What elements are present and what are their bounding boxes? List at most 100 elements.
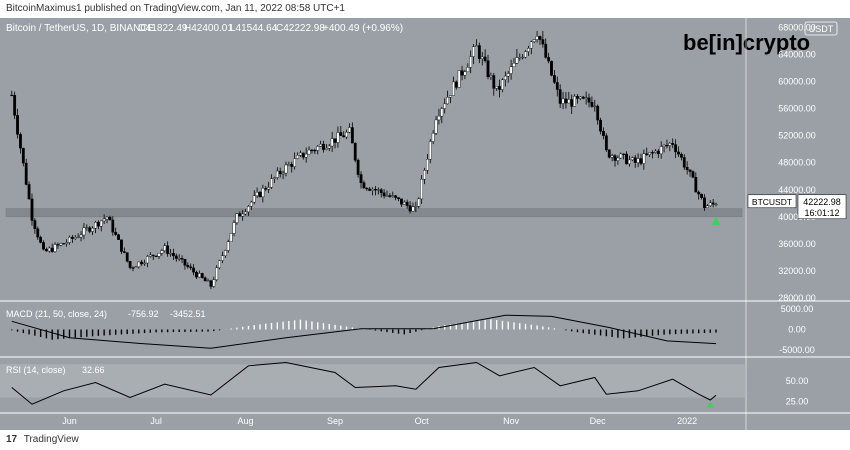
candle-body [457, 70, 461, 88]
candle-body [42, 242, 45, 250]
candle-body [39, 236, 43, 243]
candlesticks [10, 30, 721, 290]
candle-body [368, 188, 372, 191]
support-zone [5, 208, 743, 218]
candle-body [596, 105, 600, 121]
candle-body [697, 191, 701, 195]
candle-body [134, 266, 138, 268]
candle-body [486, 60, 490, 78]
macd-panel: 5000.00 0.00 -5000.00 [11, 304, 815, 355]
candle-body [356, 159, 360, 175]
rsi-value: 32.66 [82, 365, 105, 375]
time-tick-label: Oct [415, 416, 430, 426]
candle-body [685, 167, 689, 170]
candle-body [330, 138, 334, 147]
symbol-line: Bitcoin / TetherUS, 1D, BINANCE [6, 23, 155, 34]
candle-body [460, 70, 464, 76]
rsi-tick-label: 50.00 [786, 376, 809, 386]
candle-body [68, 236, 71, 243]
candle-body [382, 192, 386, 197]
candle-body [203, 277, 207, 282]
candle-body [703, 197, 706, 208]
candle-body [362, 182, 366, 189]
candle-body [273, 177, 276, 179]
price-tick-label: 52000.00 [778, 131, 816, 141]
macd-signal-line [11, 314, 717, 349]
candle-body [148, 254, 152, 257]
candle-body [642, 153, 646, 164]
candle-body [501, 79, 504, 90]
candle-body [414, 205, 418, 208]
candle-body [694, 177, 698, 193]
price-tick-label: 28000.00 [778, 293, 816, 303]
time-tick-label: Dec [590, 416, 607, 426]
candle-body [714, 203, 718, 206]
candle-body [264, 187, 268, 190]
candle-body [322, 143, 325, 150]
support-band [5, 208, 743, 218]
candle-body [428, 141, 432, 160]
candle-body [524, 51, 527, 58]
chart-svg[interactable]: Bitcoin / TetherUS, 1D, BINANCE O41822.4… [0, 18, 850, 430]
time-tick-label: Nov [503, 416, 520, 426]
candle-body [229, 233, 233, 242]
candle-body [200, 273, 204, 278]
price-tick-label: 56000.00 [778, 104, 816, 114]
tradingview-logo-icon: 17 [6, 434, 18, 445]
candle-body [221, 255, 224, 261]
candle-body [45, 249, 48, 252]
candle-body [648, 152, 652, 155]
ohlc-open: O41822.49 [138, 23, 188, 34]
publish-info: BitcoinMaximus1 published on TradingView… [0, 0, 850, 18]
candle-body [212, 279, 216, 287]
candle-body [662, 144, 666, 147]
publish-line: BitcoinMaximus1 published on TradingView… [6, 3, 345, 14]
candle-body [163, 245, 167, 251]
candle-body [645, 153, 649, 155]
candle-body [232, 222, 236, 234]
candle-body [186, 265, 190, 268]
candle-body [169, 253, 172, 255]
candle-body [73, 237, 77, 239]
candle-body [483, 56, 487, 61]
macd-label: MACD (21, 50, close, 24) [6, 309, 107, 319]
candle-body [174, 255, 178, 259]
candle-body [151, 254, 155, 257]
candle-body [226, 241, 230, 251]
candle-body [206, 280, 210, 282]
candle-body [639, 158, 643, 164]
candle-body [495, 86, 499, 89]
candle-body [270, 178, 273, 188]
candle-body [235, 213, 239, 223]
grid [0, 18, 850, 430]
candle-body [27, 184, 31, 200]
rsi-label: RSI (14, close) [6, 365, 66, 375]
candle-body [651, 152, 654, 154]
footer-brand[interactable]: TradingView [23, 434, 79, 445]
candle-body [131, 267, 135, 269]
candle-body [299, 152, 302, 156]
candle-body [19, 134, 22, 149]
candle-body [466, 67, 470, 73]
candle-body [610, 155, 614, 158]
chart-area[interactable]: Bitcoin / TetherUS, 1D, BINANCE O41822.4… [0, 18, 850, 430]
time-tick-label: 2022 [677, 416, 697, 426]
time-axis[interactable]: Jun Jul Aug Sep Oct Nov Dec 2022 [62, 416, 697, 426]
candle-body [440, 108, 444, 117]
rsi-band [0, 364, 746, 398]
candle-body [475, 45, 478, 47]
candle-body [628, 159, 631, 165]
candle-body [249, 201, 253, 207]
price-tick-label: 32000.00 [778, 266, 816, 276]
candle-body [339, 132, 343, 136]
candle-body [122, 251, 126, 253]
candle-body [281, 172, 285, 175]
rsi-tick-label: 25.00 [786, 397, 809, 407]
candle-body [215, 267, 219, 281]
price-axis[interactable]: 68000.00 64000.00 60000.00 56000.00 52000.00… [778, 22, 816, 303]
candle-body [10, 94, 14, 97]
candle-body [53, 244, 57, 252]
candle-body [469, 56, 473, 68]
candle-body [146, 256, 149, 264]
